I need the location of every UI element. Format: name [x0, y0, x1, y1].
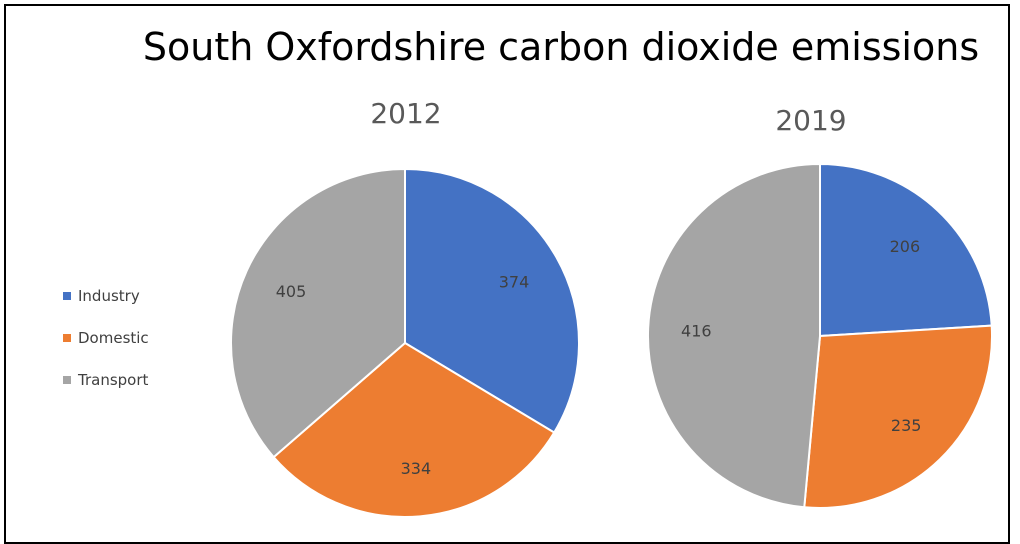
pie-2019-label-domestic: 235 — [891, 416, 922, 435]
pie-2019-subtitle: 2019 — [775, 104, 846, 137]
legend: Industry Domestic Transport — [63, 287, 149, 389]
pie-2019-slice-domestic — [803, 324, 994, 509]
legend-swatch-domestic — [63, 334, 71, 342]
legend-swatch-industry — [63, 292, 71, 300]
legend-label-industry: Industry — [78, 287, 140, 305]
pie-2019-slice-transport — [647, 162, 821, 509]
chart-frame: South Oxfordshire carbon dioxide emissio… — [4, 4, 1010, 544]
pie-2012-subtitle: 2012 — [370, 97, 441, 130]
chart-title: South Oxfordshire carbon dioxide emissio… — [143, 25, 979, 69]
pie-2019-slice-industry — [819, 162, 993, 338]
pie-2012-label-domestic: 334 — [401, 459, 432, 478]
pie-2012-label-transport: 405 — [276, 282, 307, 301]
legend-swatch-transport — [63, 376, 71, 384]
pie-2012: 374 334 405 — [230, 167, 580, 518]
pie-2012-slice-domestic — [272, 341, 556, 518]
legend-label-domestic: Domestic — [78, 329, 149, 347]
pie-2019: 206 235 416 — [647, 162, 994, 509]
chart-canvas: South Oxfordshire carbon dioxide emissio… — [63, 25, 994, 518]
pie-2012-slice-industry — [404, 167, 580, 434]
pie-2012-label-industry: 374 — [499, 272, 530, 291]
legend-label-transport: Transport — [77, 371, 149, 389]
legend-item-domestic: Domestic — [63, 329, 149, 347]
pie-2019-label-transport: 416 — [681, 321, 712, 340]
pie-2012-slice-transport — [230, 167, 406, 459]
legend-item-industry: Industry — [63, 287, 140, 305]
legend-item-transport: Transport — [63, 371, 149, 389]
pie-2019-label-industry: 206 — [890, 237, 921, 256]
